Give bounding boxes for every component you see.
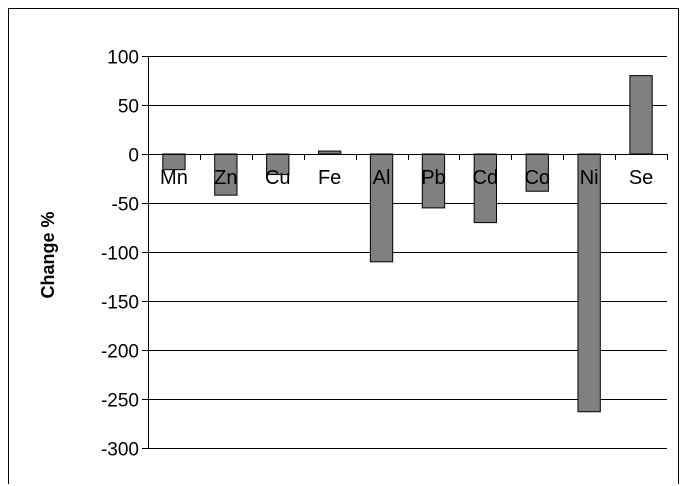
category-label: Al xyxy=(373,167,391,189)
y-axis-label: Change % xyxy=(38,211,58,298)
y-tick-label: -50 xyxy=(112,195,139,216)
category-label: Co xyxy=(524,167,550,189)
category-label: Cu xyxy=(265,167,291,189)
y-tick-label: -200 xyxy=(101,342,139,363)
bar-se xyxy=(629,75,653,155)
category-label: Pb xyxy=(421,167,445,189)
y-tick-labels: 100 50 0 -50 -100 -150 -200 -250 -300 xyxy=(101,48,139,461)
bar-fe xyxy=(317,150,342,155)
chart-frame xyxy=(8,8,679,484)
y-tick-label: -150 xyxy=(101,293,139,314)
y-tick-label: -100 xyxy=(101,244,139,265)
bars xyxy=(162,75,653,413)
y-tick-label: 0 xyxy=(128,146,139,167)
category-label: Zn xyxy=(214,167,237,189)
axes xyxy=(142,56,668,449)
category-label: Fe xyxy=(318,167,341,189)
y-tick-label: -250 xyxy=(101,391,139,412)
category-labels: Mn Zn Cu Fe Al Pb Cd Co Ni Se xyxy=(160,167,653,189)
y-tick-label: 100 xyxy=(107,48,139,69)
category-label: Mn xyxy=(160,167,188,189)
y-tick-label: 50 xyxy=(118,97,139,118)
bar-ni xyxy=(577,153,601,413)
y-tick-label: -300 xyxy=(101,440,139,461)
category-label: Ni xyxy=(580,167,599,189)
category-label: Se xyxy=(629,167,653,189)
category-label: Cd xyxy=(473,167,499,189)
